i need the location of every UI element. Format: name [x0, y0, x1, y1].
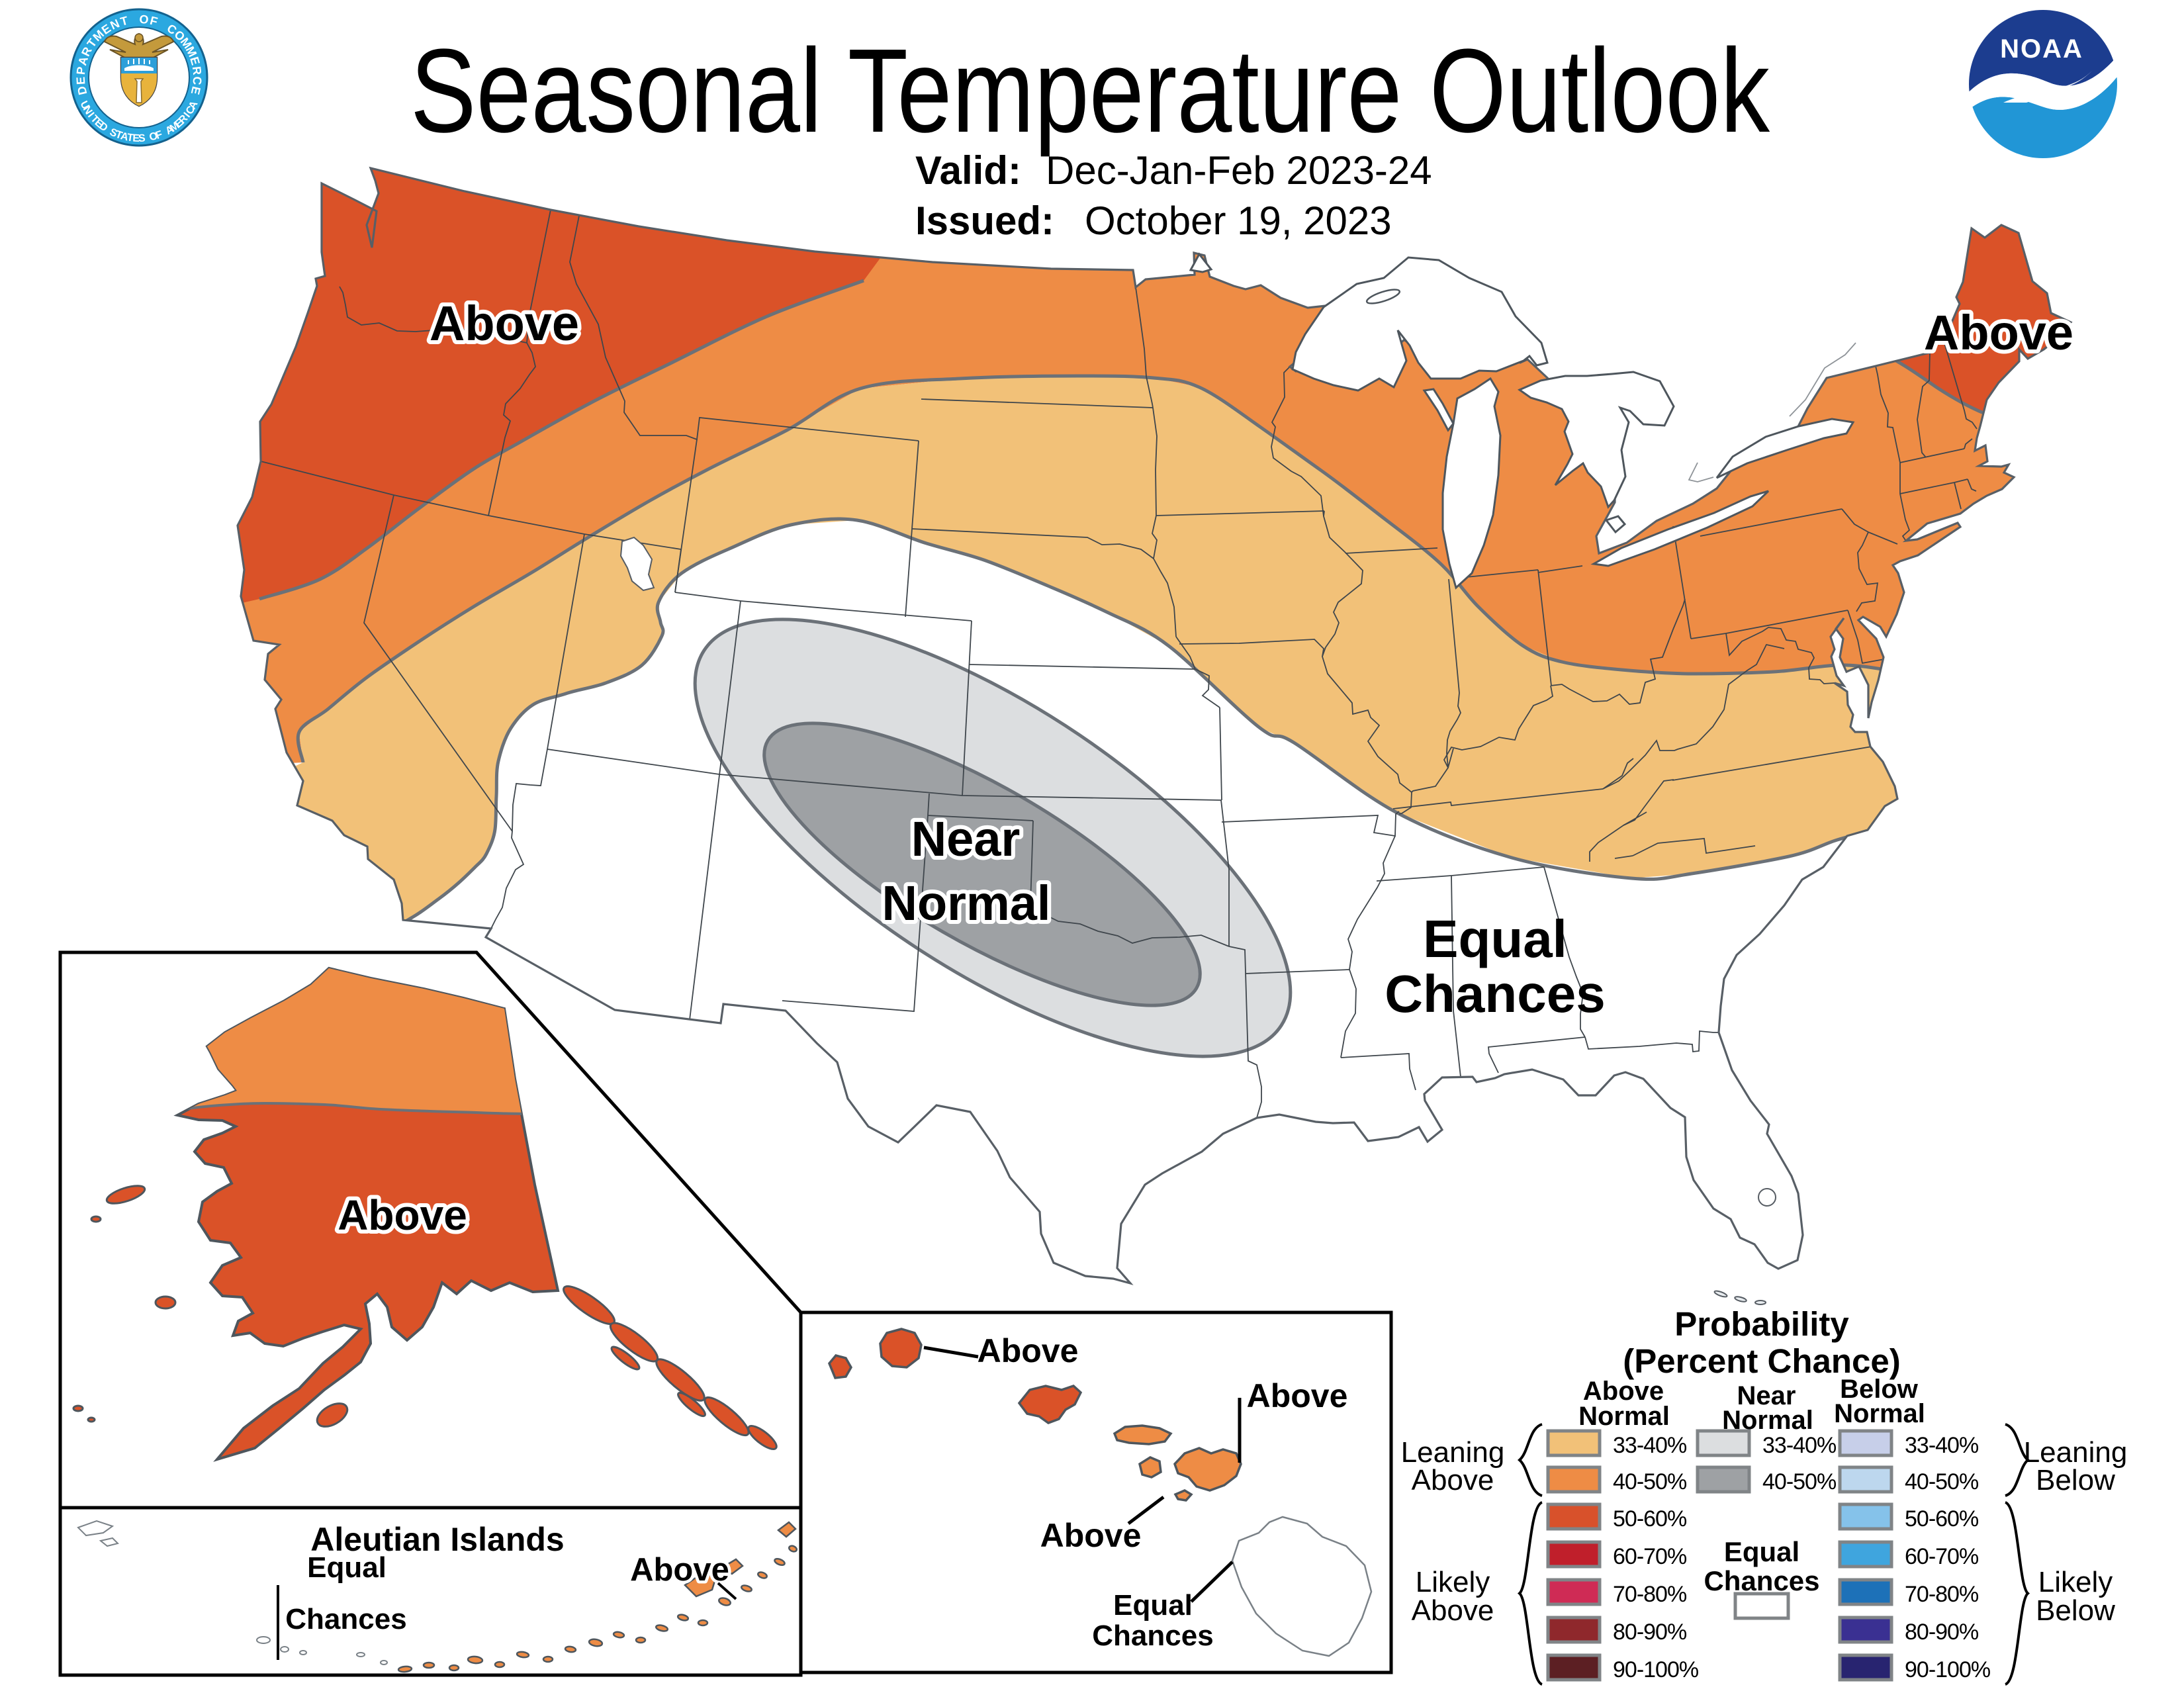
- svg-text:40-50%: 40-50%: [1762, 1469, 1837, 1494]
- svg-text:October 19, 2023: October 19, 2023: [1085, 199, 1392, 243]
- svg-text:E: E: [74, 76, 88, 85]
- svg-text:Likely: Likely: [1416, 1566, 1490, 1598]
- svg-text:Above: Above: [1583, 1377, 1664, 1406]
- svg-text:Equal: Equal: [1423, 909, 1567, 968]
- svg-text:50-60%: 50-60%: [1613, 1506, 1687, 1531]
- svg-text:E: E: [187, 56, 203, 67]
- svg-text:O: O: [148, 130, 159, 143]
- svg-text:R: R: [190, 66, 204, 75]
- svg-text:33-40%: 33-40%: [1613, 1433, 1687, 1458]
- svg-text:A: A: [119, 130, 130, 143]
- svg-text:80-90%: 80-90%: [1905, 1620, 1979, 1645]
- svg-text:70-80%: 70-80%: [1905, 1582, 1979, 1607]
- svg-text:40-50%: 40-50%: [1613, 1469, 1687, 1494]
- svg-text:O: O: [139, 13, 150, 26]
- svg-text:Chances: Chances: [285, 1603, 406, 1635]
- svg-text:60-70%: 60-70%: [1613, 1544, 1687, 1569]
- svg-text:Normal: Normal: [882, 876, 1051, 931]
- svg-text:Below: Below: [1840, 1375, 1919, 1404]
- svg-text:D: D: [75, 85, 89, 96]
- svg-text:Leaning: Leaning: [2024, 1436, 2128, 1469]
- svg-text:Below: Below: [2036, 1594, 2115, 1627]
- svg-text:60-70%: 60-70%: [1905, 1544, 1979, 1569]
- svg-text:Normal: Normal: [1578, 1402, 1670, 1431]
- svg-text:E: E: [189, 85, 203, 96]
- svg-text:Likely: Likely: [2038, 1566, 2113, 1598]
- svg-text:Equal: Equal: [1113, 1589, 1193, 1622]
- svg-text:E: E: [132, 133, 140, 144]
- svg-text:70-80%: 70-80%: [1613, 1582, 1687, 1607]
- svg-text:Equal: Equal: [1724, 1536, 1799, 1567]
- svg-text:Above: Above: [1412, 1464, 1494, 1496]
- svg-text:C: C: [191, 76, 205, 85]
- svg-text:50-60%: 50-60%: [1905, 1506, 1979, 1531]
- svg-text:Near: Near: [911, 811, 1021, 866]
- svg-text:Above: Above: [430, 296, 579, 351]
- svg-text:(Percent Chance): (Percent Chance): [1623, 1342, 1900, 1380]
- svg-text:F: F: [148, 14, 159, 28]
- svg-text:Above: Above: [630, 1552, 729, 1588]
- svg-text:S: S: [138, 133, 146, 144]
- svg-text:Issued:: Issued:: [915, 199, 1054, 243]
- svg-text:40-50%: 40-50%: [1905, 1469, 1979, 1494]
- svg-text:Chances: Chances: [1704, 1565, 1819, 1596]
- svg-text:Equal: Equal: [307, 1551, 387, 1584]
- svg-text:P: P: [74, 66, 88, 75]
- svg-text:Dec-Jan-Feb 2023-24: Dec-Jan-Feb 2023-24: [1046, 148, 1432, 193]
- svg-text:Chances: Chances: [1092, 1620, 1213, 1652]
- svg-text:80-90%: 80-90%: [1613, 1620, 1687, 1645]
- svg-text:Above: Above: [1412, 1594, 1494, 1627]
- svg-text:T: T: [119, 14, 130, 28]
- svg-text:Valid:: Valid:: [915, 148, 1021, 193]
- svg-text:Above: Above: [338, 1191, 467, 1239]
- svg-text:90-100%: 90-100%: [1905, 1657, 1991, 1682]
- svg-text:Above: Above: [1924, 305, 2073, 360]
- svg-text:Aleutian Islands: Aleutian Islands: [310, 1521, 564, 1558]
- svg-text:Normal: Normal: [1834, 1399, 1925, 1428]
- svg-text:NOAA: NOAA: [2000, 34, 2083, 64]
- svg-text:33-40%: 33-40%: [1762, 1433, 1837, 1458]
- svg-text:Probability: Probability: [1674, 1305, 1849, 1343]
- svg-text:90-100%: 90-100%: [1613, 1657, 1699, 1682]
- svg-text:A: A: [75, 55, 91, 67]
- svg-text:Near: Near: [1737, 1381, 1796, 1410]
- svg-text:Above: Above: [978, 1332, 1079, 1369]
- svg-text:Leaning: Leaning: [1401, 1436, 1505, 1469]
- svg-text:Above: Above: [1040, 1517, 1142, 1554]
- svg-text:Below: Below: [2036, 1464, 2115, 1496]
- svg-text:T: T: [126, 132, 134, 144]
- svg-text:Chances: Chances: [1385, 964, 1605, 1023]
- svg-text:Above: Above: [1247, 1377, 1348, 1414]
- svg-text:33-40%: 33-40%: [1905, 1433, 1979, 1458]
- svg-text:Seasonal Temperature Outlook: Seasonal Temperature Outlook: [410, 24, 1770, 158]
